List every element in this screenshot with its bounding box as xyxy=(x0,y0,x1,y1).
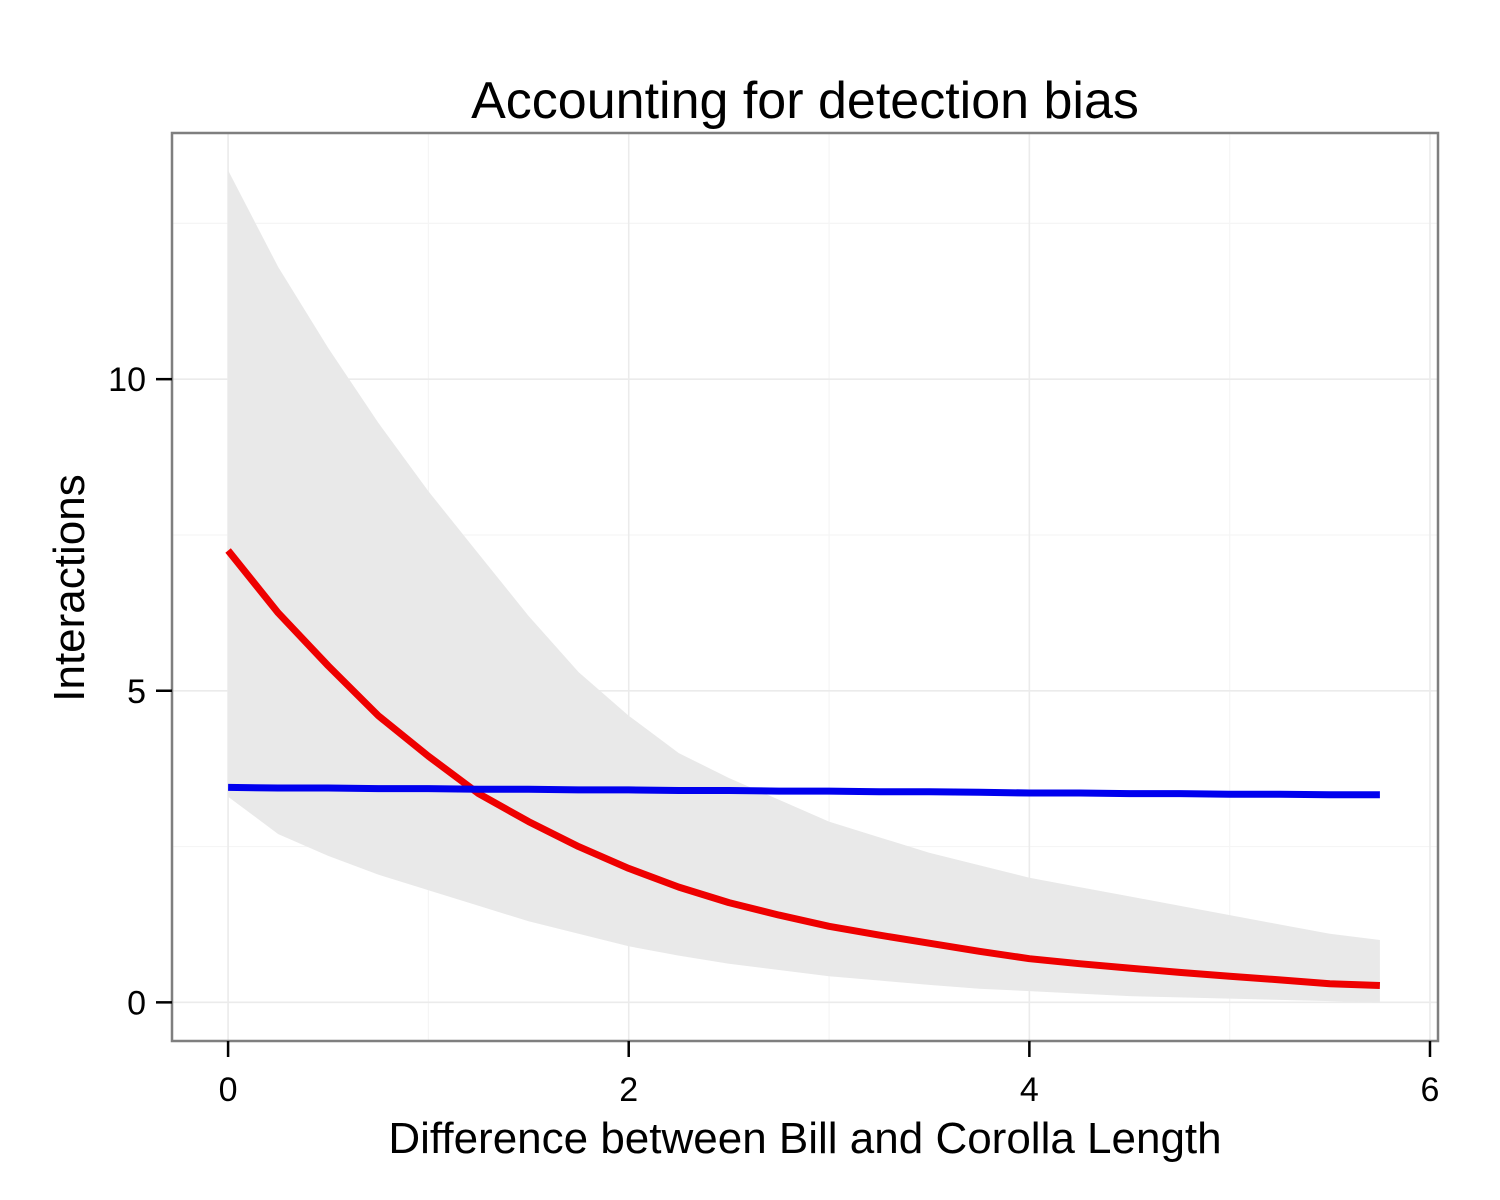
y-axis: 0 5 10 xyxy=(108,361,172,1022)
series-line-red xyxy=(225,548,1381,989)
x-tick-label: 2 xyxy=(619,1071,638,1109)
confidence-band xyxy=(228,170,1380,1003)
series-line-blue xyxy=(228,783,1380,799)
y-tick-label: 10 xyxy=(108,361,146,399)
plot-area xyxy=(170,131,1440,1043)
x-tick-label: 6 xyxy=(1421,1071,1440,1109)
x-tick-label: 0 xyxy=(219,1071,238,1109)
x-tick-label: 4 xyxy=(1020,1071,1039,1109)
plot-border xyxy=(170,131,1440,1043)
y-tick-label: 5 xyxy=(127,673,146,711)
y-tick-label: 0 xyxy=(127,984,146,1022)
major-grid xyxy=(172,133,1438,1041)
x-axis: 0 2 4 6 xyxy=(219,1041,1440,1109)
x-axis-title: Difference between Bill and Corolla Leng… xyxy=(388,1114,1221,1163)
y-axis-title: Interactions xyxy=(45,474,94,701)
chart-title: Accounting for detection bias xyxy=(471,72,1139,130)
